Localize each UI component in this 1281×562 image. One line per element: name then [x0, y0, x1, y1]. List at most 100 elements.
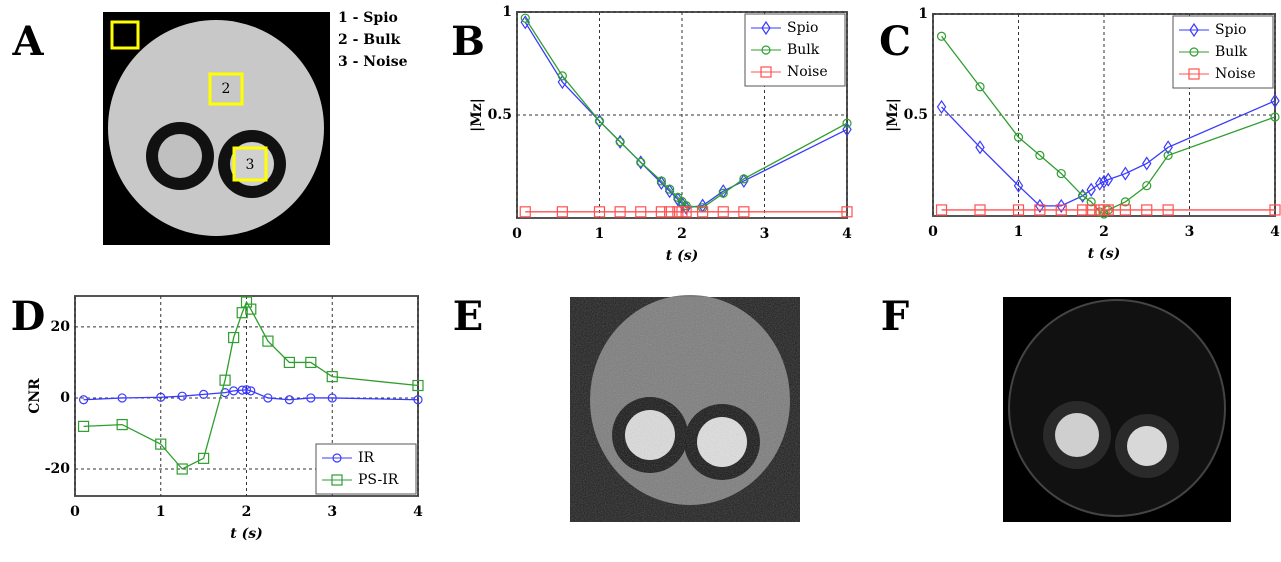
y-tick-label: 0: [60, 390, 70, 406]
marker: [975, 140, 985, 155]
marker: [1035, 198, 1045, 213]
marker: [236, 307, 248, 319]
panel-label: B: [451, 18, 485, 65]
y-axis-label: |Mz|: [469, 98, 485, 132]
marker: [697, 206, 709, 218]
marker: [1056, 198, 1066, 213]
marker: [241, 385, 252, 395]
phantom-image: [103, 12, 330, 245]
marker: [841, 206, 853, 218]
marker: [156, 392, 166, 402]
x-tick-label: 0: [512, 226, 522, 242]
marker: [635, 206, 647, 218]
marker: [78, 395, 89, 405]
marker: [520, 13, 530, 23]
x-tick-label: 1: [1014, 224, 1024, 240]
marker: [936, 99, 947, 115]
marker: [1012, 204, 1025, 216]
panel-label: C: [879, 18, 911, 65]
legend-marker: [1189, 22, 1199, 38]
phantom-legend: 3 - Noise: [338, 54, 408, 70]
phantom-legend: 1 - Spio: [338, 10, 398, 26]
x-tick-label: 2: [677, 226, 687, 242]
marker: [665, 184, 675, 194]
legend-label: IR: [358, 450, 375, 466]
legend-marker: [761, 45, 771, 55]
legend-label: Bulk: [1215, 44, 1248, 60]
marker: [1013, 178, 1024, 193]
panel-label: E: [453, 293, 484, 340]
phantom-legend: 2 - Bulk: [338, 32, 401, 48]
marker: [1099, 174, 1109, 189]
marker: [738, 206, 750, 218]
legend-marker: [1189, 47, 1199, 57]
marker: [593, 206, 606, 218]
legend-marker: [1188, 68, 1200, 80]
legend-label: Spio: [1215, 22, 1246, 38]
marker: [1163, 150, 1173, 160]
marker: [176, 463, 188, 475]
x-axis-label: t (s): [230, 526, 262, 542]
x-tick-label: 3: [760, 226, 770, 242]
marker: [1120, 197, 1130, 207]
y-tick-label: 1: [918, 6, 928, 22]
legend-label: PS-IR: [358, 472, 399, 488]
x-axis-label: t (s): [1088, 246, 1120, 262]
x-tick-label: 0: [928, 224, 938, 240]
marker: [219, 374, 231, 386]
roi-label: 1: [121, 28, 130, 44]
marker: [1055, 204, 1067, 216]
marker: [262, 335, 274, 347]
marker: [326, 371, 338, 383]
roi-label: 2: [222, 81, 231, 97]
marker: [664, 206, 676, 218]
marker: [263, 393, 273, 403]
marker: [656, 176, 666, 186]
x-tick-label: 4: [842, 226, 852, 242]
marker: [1056, 168, 1066, 179]
x-tick-label: 1: [595, 226, 605, 242]
marker: [155, 438, 167, 450]
marker: [739, 174, 749, 184]
panel-label: A: [11, 18, 44, 65]
x-tick-label: 2: [1099, 224, 1109, 240]
marker: [1119, 204, 1131, 216]
legend-label: Noise: [1215, 66, 1256, 82]
y-tick-label: 0.5: [904, 107, 928, 123]
marker: [718, 188, 728, 198]
marker: [77, 420, 90, 432]
marker: [636, 157, 646, 167]
marker: [1094, 176, 1105, 191]
marker: [1120, 166, 1131, 181]
marker: [327, 393, 337, 403]
legend-label: Spio: [787, 20, 818, 36]
marker: [177, 391, 187, 401]
legend-marker: [761, 20, 771, 36]
image-f: [1003, 297, 1231, 522]
marker: [1086, 182, 1096, 197]
marker: [412, 379, 424, 392]
marker: [519, 206, 531, 218]
marker: [556, 206, 568, 218]
marker: [656, 175, 667, 191]
marker: [664, 184, 675, 199]
marker: [283, 356, 295, 369]
legend-label: Noise: [787, 64, 828, 80]
y-axis-label: CNR: [27, 378, 43, 414]
legend-label: Bulk: [787, 42, 820, 58]
x-tick-label: 3: [1185, 224, 1195, 240]
marker: [614, 206, 626, 218]
marker: [1086, 197, 1096, 207]
marker: [198, 452, 210, 464]
legend-box: [315, 443, 417, 495]
legend-marker: [332, 453, 342, 463]
marker: [1034, 204, 1046, 216]
marker: [615, 137, 625, 147]
image-e: [570, 295, 800, 522]
marker: [1142, 181, 1152, 191]
marker: [594, 116, 605, 126]
marker: [228, 331, 240, 344]
marker: [1141, 204, 1153, 216]
marker: [199, 389, 209, 400]
